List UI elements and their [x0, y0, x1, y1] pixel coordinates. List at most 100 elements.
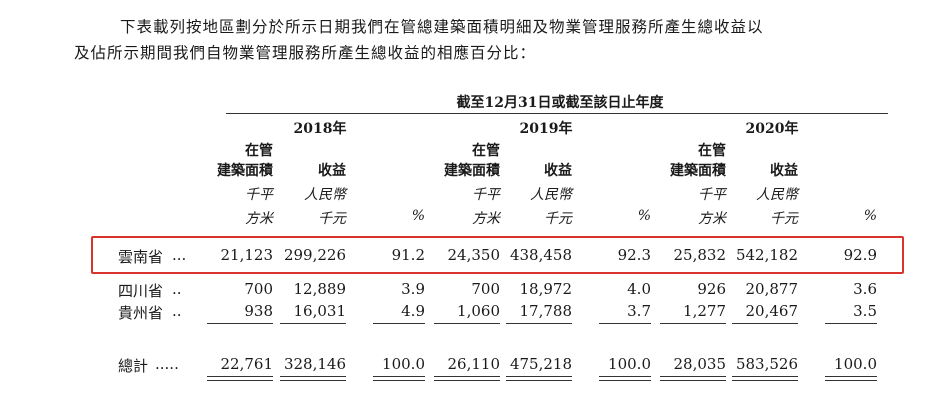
total-double-rule-b	[825, 380, 877, 381]
row-label: 貴州省	[118, 304, 164, 322]
table-cell: 20,467	[745, 302, 799, 320]
total-cell: 100.0	[382, 355, 425, 373]
total-double-rule-a	[434, 376, 500, 377]
gfa-header-line1-3: 在管	[698, 143, 726, 159]
table-cell: 700	[244, 280, 273, 298]
table-cell: 3.6	[853, 280, 877, 298]
subtotal-rule	[207, 323, 273, 324]
gfa-header-line1-2: 在管	[472, 143, 500, 159]
unit-pct-2: %	[637, 208, 651, 224]
table-cell: 1,277	[683, 302, 726, 320]
total-double-rule-a	[207, 376, 273, 377]
total-cell: 100.0	[608, 355, 651, 373]
subtotal-rule	[373, 323, 425, 324]
year-header-1: 2018年	[293, 121, 347, 137]
total-double-rule-b	[373, 380, 425, 381]
subtotal-rule	[434, 323, 500, 324]
subtotal-rule	[660, 323, 726, 324]
row-dots: ..	[172, 302, 182, 320]
total-cell: 28,035	[673, 355, 727, 373]
table-cell: 938	[244, 302, 273, 320]
table-cell: 21,123	[220, 246, 274, 264]
unit-rev-2-1: 千元	[318, 211, 346, 227]
subtotal-rule	[506, 323, 572, 324]
unit-pct-3: %	[863, 208, 877, 224]
row-label: 雲南省	[118, 248, 164, 266]
unit-pct-1: %	[411, 208, 425, 224]
total-cell: 583,526	[735, 355, 798, 373]
table-cell: 438,458	[509, 246, 572, 264]
revenue-header-3: 收益	[770, 163, 798, 179]
unit-rev-2-3: 千元	[770, 211, 798, 227]
gfa-header-line1-1: 在管	[245, 143, 273, 159]
subtotal-rule	[280, 323, 346, 324]
year-header-3: 2020年	[745, 121, 799, 137]
table-cell: 24,350	[447, 246, 501, 264]
table-cell: 3.9	[401, 280, 425, 298]
total-double-rule-b	[599, 380, 651, 381]
row-label: 四川省	[118, 282, 164, 300]
table-cell: 926	[697, 280, 726, 298]
total-cell: 22,761	[220, 355, 274, 373]
table-cell: 17,788	[519, 302, 573, 320]
revenue-header-2: 收益	[544, 163, 572, 179]
unit-rev-1-3: 人民幣	[756, 187, 798, 203]
unit-gfa-2-2: 方米	[472, 211, 500, 227]
period-header: 截至12月31日或截至該日止年度	[456, 95, 664, 111]
unit-gfa-1-3: 千平	[698, 187, 726, 203]
total-double-rule-b	[280, 380, 346, 381]
total-double-rule-b	[506, 380, 572, 381]
total-double-rule-a	[732, 376, 798, 377]
total-cell: 328,146	[283, 355, 346, 373]
gfa-header-line2-2: 建築面積	[444, 163, 500, 179]
unit-gfa-1-2: 千平	[472, 187, 500, 203]
total-label: 總計	[118, 357, 149, 375]
total-double-rule-b	[732, 380, 798, 381]
total-double-rule-a	[280, 376, 346, 377]
unit-gfa-2-1: 方米	[245, 211, 273, 227]
table-cell: 1,060	[457, 302, 500, 320]
intro-line-2: 及佔所示期間我們自物業管理服務所產生總收益的相應百分比：	[74, 44, 537, 62]
subtotal-rule	[732, 323, 798, 324]
total-cell: 475,218	[509, 355, 572, 373]
total-double-rule-a	[825, 376, 877, 377]
table-cell: 700	[471, 280, 500, 298]
period-underline	[226, 113, 888, 114]
table-cell: 25,832	[673, 246, 727, 264]
table-cell: 20,877	[745, 280, 799, 298]
total-double-rule-b	[207, 380, 273, 381]
table-cell: 542,182	[735, 246, 798, 264]
unit-rev-2-2: 千元	[544, 211, 572, 227]
table-cell: 299,226	[283, 246, 346, 264]
subtotal-rule	[599, 323, 651, 324]
unit-gfa-2-3: 方米	[698, 211, 726, 227]
year-header-2: 2019年	[519, 121, 573, 137]
table-cell: 91.2	[391, 246, 425, 264]
unit-rev-1-1: 人民幣	[304, 187, 346, 203]
table-cell: 3.5	[853, 302, 877, 320]
gfa-header-line2-3: 建築面積	[670, 163, 726, 179]
intro-paragraph: 下表載列按地區劃分於所示日期我們在管總建築面積明細及物業管理服務所產生總收益以 …	[74, 14, 904, 66]
row-dots: ...	[172, 246, 187, 264]
total-dots: .....	[155, 355, 179, 373]
highlight-box-yunnan	[91, 236, 904, 274]
table-cell: 92.3	[617, 246, 651, 264]
intro-line-1: 下表載列按地區劃分於所示日期我們在管總建築面積明細及物業管理服務所產生總收益以	[120, 18, 764, 36]
total-double-rule-a	[506, 376, 572, 377]
subtotal-rule	[825, 323, 877, 324]
total-cell: 100.0	[834, 355, 877, 373]
table-cell: 3.7	[627, 302, 651, 320]
table-cell: 4.0	[627, 280, 651, 298]
total-double-rule-b	[660, 380, 726, 381]
gfa-header-line2-1: 建築面積	[217, 163, 273, 179]
row-dots: ..	[172, 280, 182, 298]
table-cell: 18,972	[519, 280, 573, 298]
total-double-rule-b	[434, 380, 500, 381]
unit-rev-1-2: 人民幣	[530, 187, 572, 203]
table-cell: 12,889	[293, 280, 347, 298]
unit-gfa-1-1: 千平	[245, 187, 273, 203]
total-double-rule-a	[599, 376, 651, 377]
revenue-header-1: 收益	[318, 163, 346, 179]
table-cell: 4.9	[401, 302, 425, 320]
table-cell: 16,031	[293, 302, 347, 320]
